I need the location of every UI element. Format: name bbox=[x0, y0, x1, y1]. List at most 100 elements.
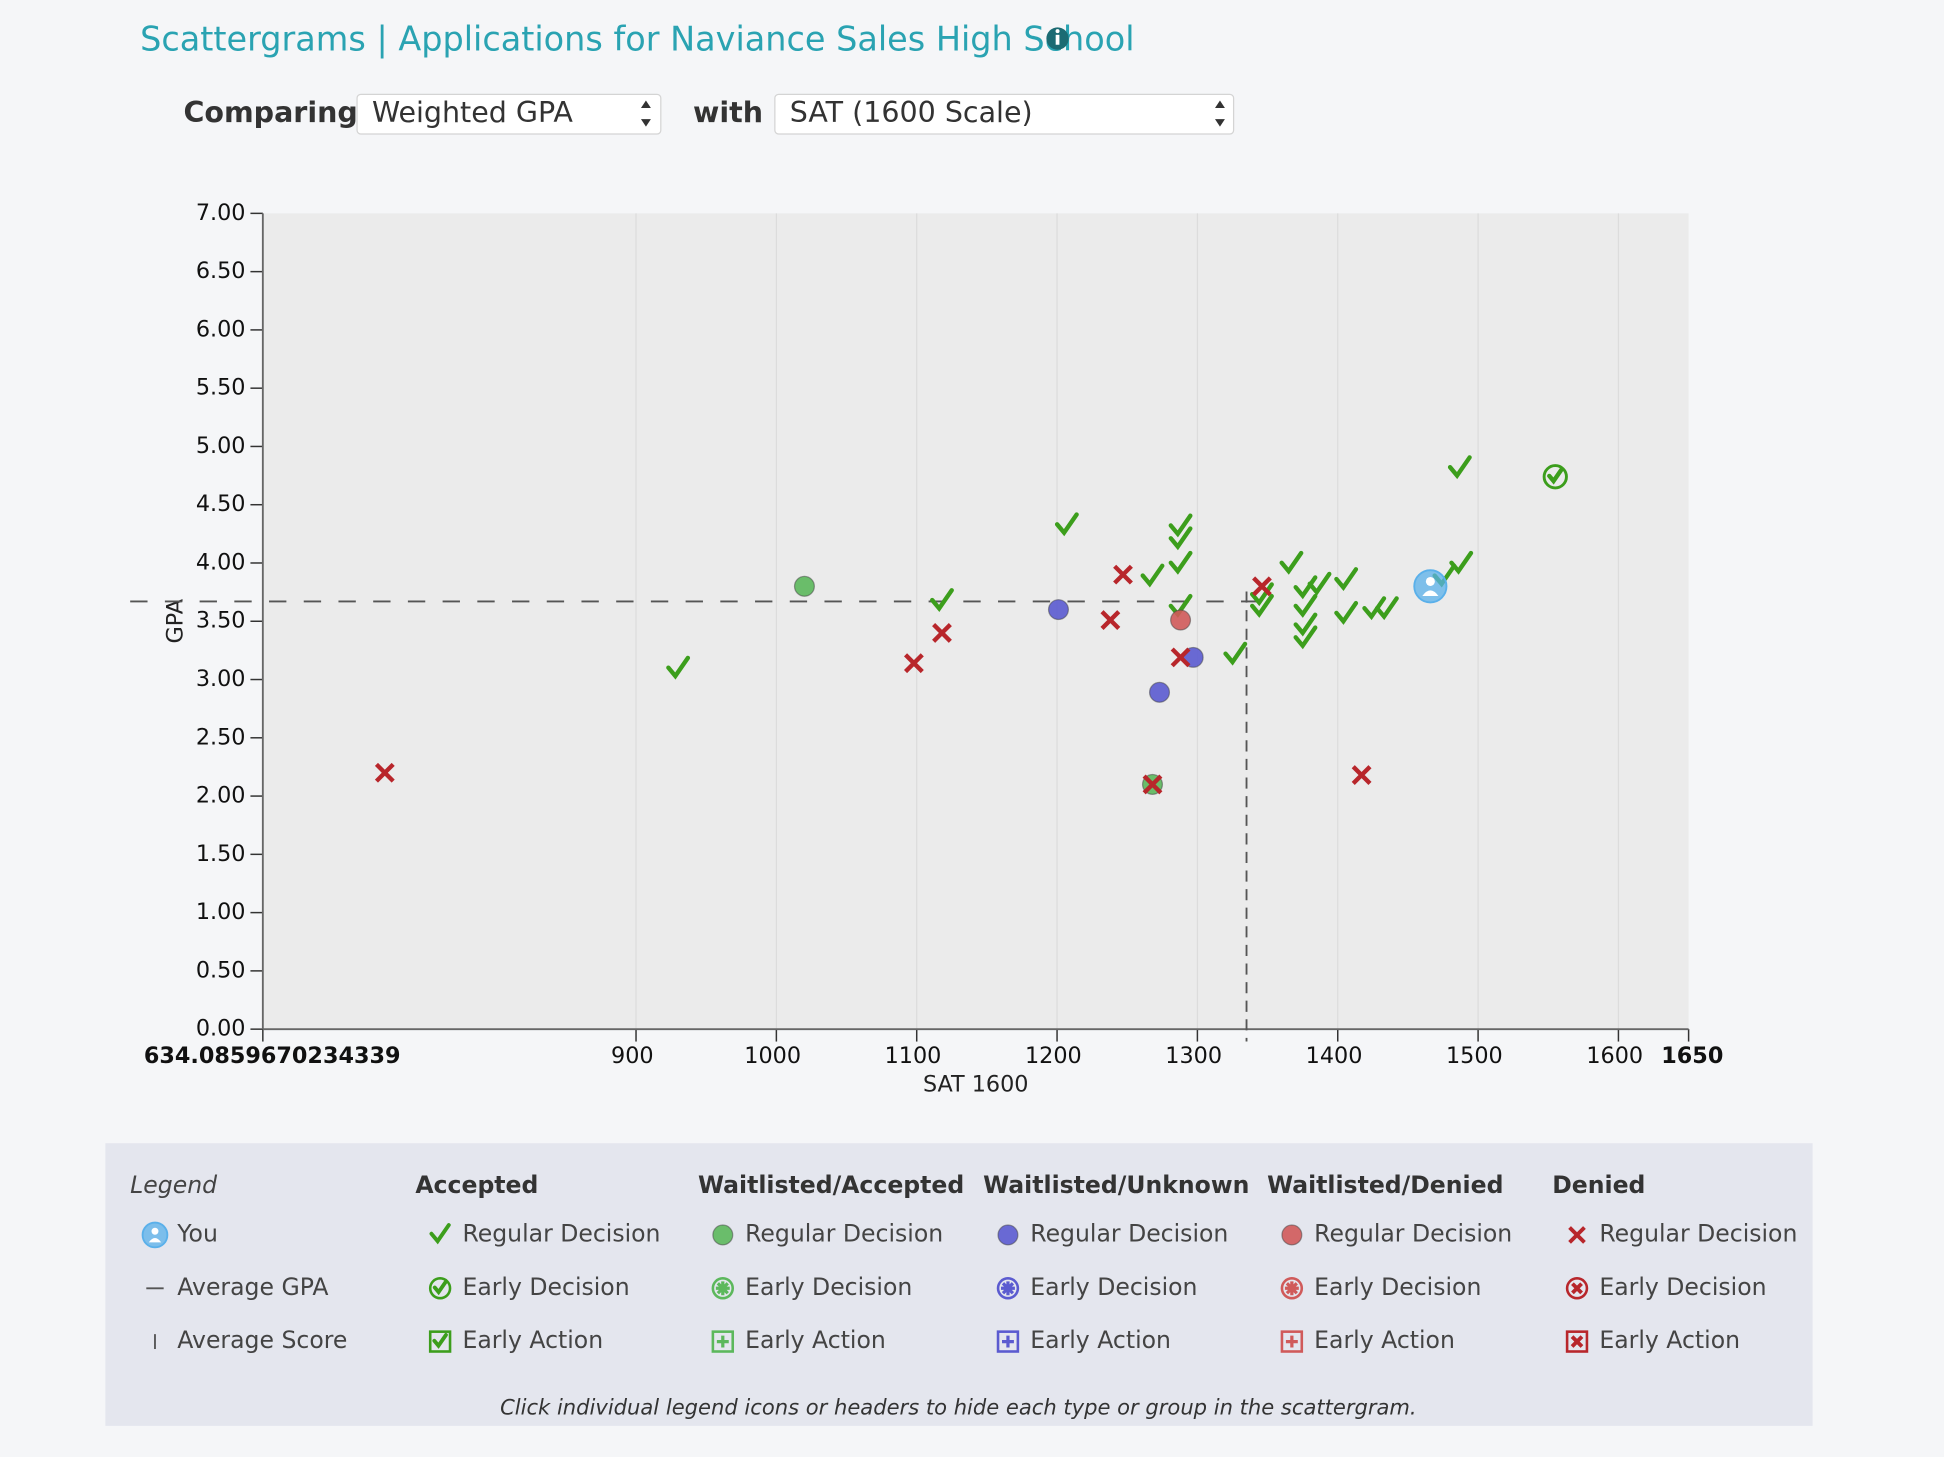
cross[interactable] bbox=[1570, 1335, 1584, 1348]
x-axis-label: SAT 1600 bbox=[923, 1071, 1029, 1097]
box[interactable] bbox=[711, 1330, 735, 1353]
check[interactable] bbox=[432, 1333, 448, 1349]
box[interactable] bbox=[1280, 1330, 1304, 1353]
legend-icon[interactable] bbox=[711, 1277, 735, 1300]
data-point bbox=[1307, 571, 1332, 596]
legend-label[interactable]: Early Action bbox=[1030, 1326, 1171, 1354]
dot[interactable] bbox=[1281, 1224, 1303, 1246]
legend-icon[interactable] bbox=[996, 1330, 1020, 1353]
dot bbox=[1148, 681, 1171, 703]
legend-panel bbox=[105, 1143, 1813, 1426]
data-point bbox=[1279, 550, 1304, 575]
legend-label[interactable]: Early Action bbox=[462, 1326, 603, 1354]
ring[interactable] bbox=[711, 1277, 735, 1300]
select-first[interactable] bbox=[356, 93, 662, 135]
legend-you[interactable] bbox=[141, 1221, 169, 1249]
check bbox=[1449, 550, 1474, 575]
legend-icon[interactable] bbox=[996, 1277, 1020, 1300]
ring[interactable] bbox=[1565, 1277, 1589, 1300]
ring[interactable] bbox=[428, 1277, 452, 1300]
legend-icon[interactable] bbox=[1280, 1330, 1304, 1353]
dot[interactable] bbox=[997, 1224, 1019, 1246]
you-ring[interactable] bbox=[141, 1221, 169, 1249]
legend-icon[interactable] bbox=[997, 1224, 1019, 1246]
check bbox=[1168, 550, 1193, 575]
legend-label[interactable]: Regular Decision bbox=[1030, 1219, 1228, 1247]
legend-label[interactable]: Early Action bbox=[745, 1326, 886, 1354]
data-point bbox=[1293, 612, 1318, 637]
ring bbox=[1542, 464, 1568, 490]
select-arrow[interactable] bbox=[1215, 100, 1225, 127]
data-point bbox=[1142, 774, 1163, 795]
y-tick-label: 1.00 bbox=[196, 899, 246, 925]
legend-icon[interactable] bbox=[428, 1330, 452, 1353]
legend-label[interactable]: Regular Decision bbox=[745, 1219, 943, 1247]
check bbox=[1223, 641, 1248, 666]
box-fill[interactable] bbox=[716, 1335, 729, 1348]
cross[interactable] bbox=[1568, 1226, 1586, 1244]
legend-label[interactable]: Regular Decision bbox=[1599, 1219, 1797, 1247]
legend-label[interactable]: Early Action bbox=[1599, 1326, 1740, 1354]
cross bbox=[932, 623, 952, 643]
legend-group-header[interactable]: Denied bbox=[1552, 1171, 1645, 1199]
legend-icon[interactable] bbox=[1568, 1226, 1586, 1244]
you-body[interactable] bbox=[148, 1238, 162, 1243]
legend-icon[interactable] bbox=[1565, 1277, 1589, 1300]
legend-group-header[interactable]: Waitlisted/Accepted bbox=[698, 1171, 964, 1199]
select-arrow[interactable] bbox=[640, 100, 651, 127]
check bbox=[1334, 567, 1359, 592]
box[interactable] bbox=[1565, 1330, 1589, 1353]
check[interactable] bbox=[432, 1280, 448, 1296]
legend-label[interactable]: Early Decision bbox=[745, 1273, 912, 1301]
legend-label[interactable]: Regular Decision bbox=[1314, 1219, 1512, 1247]
box-fill[interactable] bbox=[1002, 1335, 1014, 1348]
you-head[interactable] bbox=[151, 1227, 159, 1235]
check[interactable] bbox=[429, 1223, 451, 1245]
data-point bbox=[1293, 625, 1318, 650]
select-second[interactable] bbox=[774, 93, 1235, 135]
info-icon[interactable] bbox=[1046, 27, 1069, 50]
box[interactable] bbox=[428, 1330, 452, 1353]
legend-group-header[interactable]: Waitlisted/Denied bbox=[1267, 1171, 1503, 1199]
select-first-value[interactable]: Weighted GPA bbox=[372, 96, 573, 129]
box-fill[interactable] bbox=[1285, 1335, 1298, 1348]
legend-label[interactable]: Regular Decision bbox=[462, 1219, 660, 1247]
check bbox=[1307, 571, 1332, 596]
check bbox=[1334, 600, 1359, 625]
legend-icon[interactable] bbox=[1281, 1224, 1303, 1246]
star[interactable] bbox=[1001, 1281, 1015, 1296]
data-point bbox=[793, 575, 815, 597]
plot-area bbox=[262, 213, 1689, 1030]
box[interactable] bbox=[996, 1330, 1020, 1353]
legend-icon[interactable] bbox=[429, 1223, 451, 1245]
legend-label[interactable]: You bbox=[176, 1219, 218, 1247]
legend-label[interactable]: Average Score bbox=[177, 1326, 347, 1354]
star[interactable] bbox=[1284, 1281, 1299, 1296]
check bbox=[1293, 625, 1318, 650]
legend-icon[interactable] bbox=[712, 1224, 734, 1246]
ring[interactable] bbox=[1280, 1277, 1304, 1300]
legend-label[interactable]: Early Decision bbox=[462, 1273, 629, 1301]
legend-title: Legend bbox=[130, 1171, 218, 1199]
y-tick-label: 7.00 bbox=[196, 200, 246, 226]
cross[interactable] bbox=[1571, 1282, 1583, 1295]
data-point bbox=[1168, 526, 1193, 551]
dot[interactable] bbox=[712, 1224, 734, 1246]
legend-icon[interactable] bbox=[711, 1330, 735, 1353]
legend-label[interactable]: Early Decision bbox=[1314, 1273, 1481, 1301]
legend-group-header[interactable]: Waitlisted/Unknown bbox=[983, 1171, 1249, 1199]
y-tick-label: 5.00 bbox=[196, 433, 246, 459]
legend-label[interactable]: Average GPA bbox=[177, 1273, 328, 1301]
legend-icon[interactable] bbox=[428, 1277, 452, 1300]
star[interactable] bbox=[715, 1281, 730, 1296]
data-point bbox=[1113, 564, 1133, 585]
legend-label[interactable]: Early Decision bbox=[1599, 1273, 1766, 1301]
legend-label[interactable]: Early Action bbox=[1314, 1326, 1455, 1354]
legend-icon[interactable] bbox=[1565, 1330, 1589, 1353]
legend-group-header[interactable]: Accepted bbox=[415, 1171, 538, 1199]
data-point bbox=[930, 588, 954, 613]
select-second-value[interactable]: SAT (1600 Scale) bbox=[790, 96, 1033, 129]
legend-icon[interactable] bbox=[1280, 1277, 1304, 1300]
ring[interactable] bbox=[996, 1277, 1020, 1300]
legend-label[interactable]: Early Decision bbox=[1030, 1273, 1197, 1301]
